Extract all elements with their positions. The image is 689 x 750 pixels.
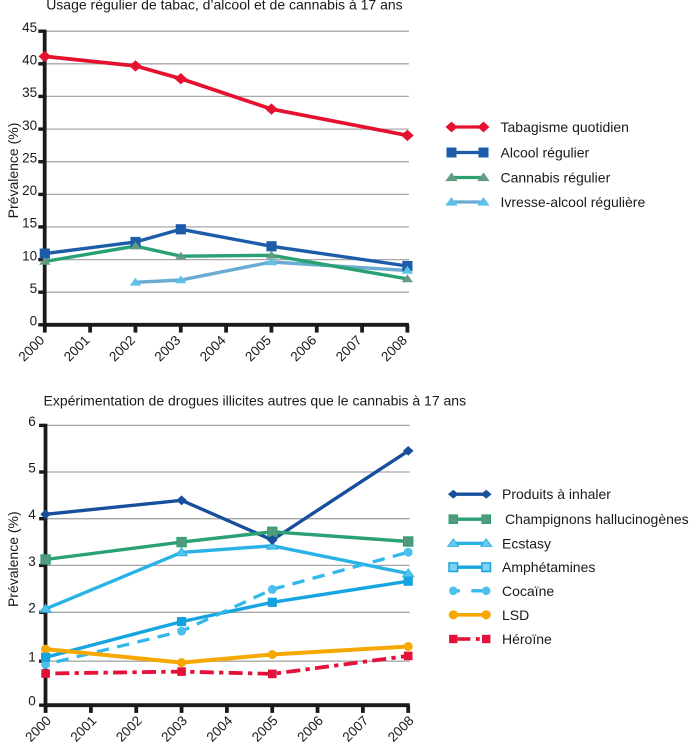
svg-text:2004: 2004 [204,713,236,745]
svg-text:Cocaïne: Cocaïne [502,583,554,599]
svg-text:Alcool régulier: Alcool régulier [501,145,590,161]
svg-text:LSD: LSD [502,607,529,623]
svg-text:0: 0 [28,694,36,709]
svg-text:5: 5 [28,460,36,475]
svg-text:2001: 2001 [68,713,100,745]
svg-text:2006: 2006 [294,713,326,745]
svg-text:40: 40 [22,53,37,68]
svg-text:2000: 2000 [16,333,48,365]
svg-text:45: 45 [22,20,37,35]
svg-text:Prévalence (%): Prévalence (%) [5,123,21,219]
svg-text:10: 10 [22,248,37,263]
svg-text:2002: 2002 [106,333,138,365]
svg-text:Champignons hallucinogènes: Champignons hallucinogènes [505,511,689,527]
svg-text:2008: 2008 [378,333,410,365]
svg-text:2007: 2007 [340,713,372,745]
svg-text:Ivresse-alcool régulière: Ivresse-alcool régulière [501,194,646,210]
svg-text:30: 30 [22,118,37,133]
svg-text:2001: 2001 [61,333,93,365]
svg-text:2002: 2002 [113,713,145,745]
svg-text:2007: 2007 [333,333,365,365]
svg-text:Héroïne: Héroïne [502,631,552,647]
svg-text:Usage régulier de tabac, d’alc: Usage régulier de tabac, d’alcool et de … [46,0,402,13]
svg-text:Cannabis régulier: Cannabis régulier [501,170,611,186]
svg-text:20: 20 [22,183,37,198]
svg-text:15: 15 [22,216,37,231]
svg-text:0: 0 [30,314,38,329]
svg-text:2008: 2008 [385,713,417,745]
svg-text:Amphétamines: Amphétamines [502,559,595,575]
svg-text:2003: 2003 [158,713,190,745]
svg-text:25: 25 [22,151,37,166]
svg-text:Expérimentation de drogues ill: Expérimentation de drogues illicites aut… [44,393,467,409]
svg-text:2006: 2006 [288,333,320,365]
svg-text:Produits à inhaler: Produits à inhaler [502,486,611,502]
svg-text:5: 5 [30,281,38,296]
svg-text:2004: 2004 [197,332,229,364]
svg-text:6: 6 [28,414,36,429]
svg-text:Prévalence (%): Prévalence (%) [5,511,21,607]
svg-text:2003: 2003 [152,333,184,365]
svg-text:Ecstasy: Ecstasy [502,535,551,551]
svg-text:Tabagisme quotidien: Tabagisme quotidien [501,119,629,135]
svg-text:3: 3 [28,554,36,569]
svg-text:2000: 2000 [22,713,54,745]
svg-text:35: 35 [22,85,37,100]
svg-text:4: 4 [28,507,36,522]
svg-text:2005: 2005 [242,333,274,365]
svg-text:2: 2 [28,601,36,616]
svg-text:2005: 2005 [249,713,281,745]
svg-text:1: 1 [28,650,36,665]
